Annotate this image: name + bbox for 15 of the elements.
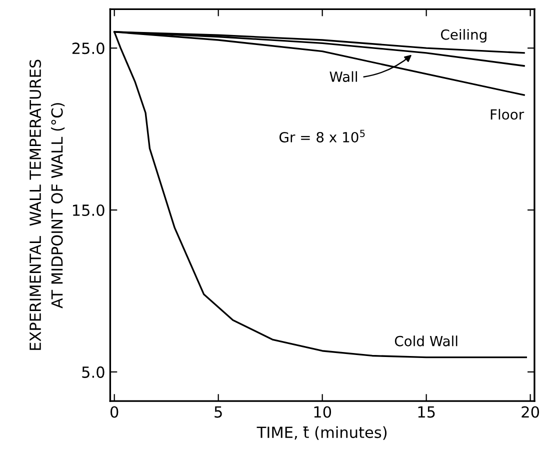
x-tick-label: 0	[110, 406, 118, 418]
x-tick-label: 15	[418, 406, 435, 418]
series-label: Floor	[490, 108, 524, 120]
y-tick-label: 15.0	[73, 204, 104, 216]
series-label: Wall	[330, 71, 357, 82]
x-axis-title: TIME, t̄ (minutes)	[256, 426, 387, 440]
series-label: Ceiling	[440, 29, 486, 43]
y-tick-label: 5.0	[82, 366, 104, 378]
x-tick-label: 10	[314, 406, 332, 418]
series-label: Cold Wall	[394, 336, 458, 346]
y-tick-label: 25.0	[72, 42, 104, 54]
y-axis-title: EXPERIMENTAL WALL TEMPERATURES AT MIDPOINT OF WALL (°C)	[30, 60, 65, 350]
annotation: Gr = 8 x 10$^{5}$	[280, 130, 365, 142]
x-tick-label: 20	[522, 406, 540, 418]
x-tick-label: 5	[214, 406, 222, 418]
